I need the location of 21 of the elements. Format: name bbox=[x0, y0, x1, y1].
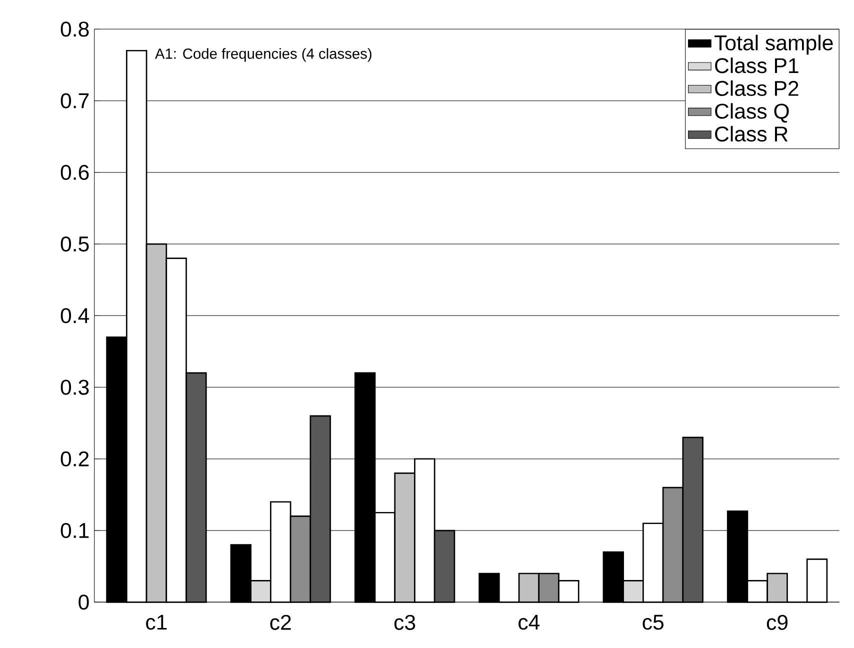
y-tick-label: 0 bbox=[78, 594, 89, 610]
y-tick-label: 0.6 bbox=[60, 164, 89, 180]
legend-label: Total sample bbox=[714, 34, 833, 55]
x-tick-label: c5 bbox=[642, 614, 664, 630]
y-tick-label: 0.5 bbox=[60, 236, 89, 252]
legend-label: Class Q bbox=[715, 103, 789, 123]
x-tick-label: c1 bbox=[146, 614, 167, 630]
y-tick-label: 0.2 bbox=[60, 451, 89, 466]
y-tick-label: 0.7 bbox=[60, 93, 89, 108]
x-tick-label: c3 bbox=[394, 614, 416, 630]
x-tick-label: c9 bbox=[766, 614, 788, 630]
legend-label: Class P2 bbox=[715, 80, 798, 96]
y-tick-label: 0.8 bbox=[60, 22, 89, 37]
x-tick-label: c2 bbox=[270, 614, 291, 630]
y-tick-label: 0.4 bbox=[60, 308, 90, 324]
y-tick-label: 0.1 bbox=[60, 522, 89, 538]
annotation: A1: Code frequencies (4 classes) bbox=[154, 48, 372, 62]
legend-label: Class R bbox=[715, 126, 788, 142]
y-tick-label: 0.3 bbox=[60, 380, 89, 395]
legend-label: Class P1 bbox=[715, 58, 798, 74]
x-tick-label: c4 bbox=[518, 614, 540, 630]
